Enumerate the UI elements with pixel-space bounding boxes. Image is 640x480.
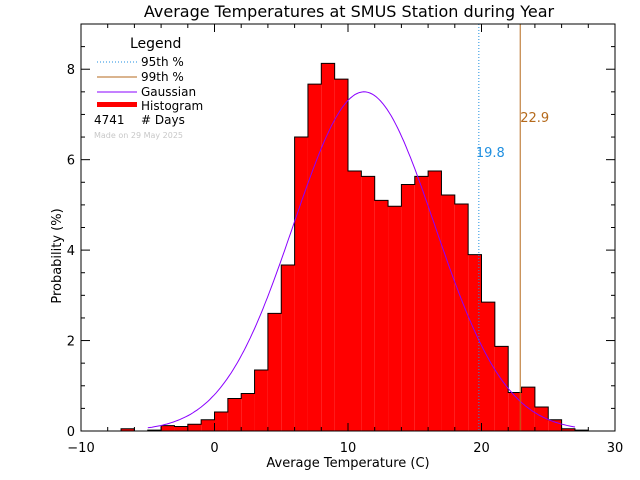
p95-label: 19.8 [476, 146, 505, 161]
histogram-bar-11 [267, 313, 282, 431]
histogram-bar-19 [374, 200, 389, 431]
y-tick-label: 8 [67, 63, 75, 78]
histogram-bar-22 [414, 176, 429, 431]
y-tick-label: 0 [67, 425, 75, 440]
histogram-bar-13 [294, 137, 308, 432]
legend-day-count: 4741 [94, 113, 125, 127]
histogram-bar-23 [428, 170, 442, 431]
legend-day-count-label: # Days [141, 113, 185, 127]
histogram-bar-4 [174, 426, 188, 431]
histogram-bar-8 [227, 398, 242, 431]
p99-label: 22.9 [520, 111, 549, 126]
histogram-bar-20 [388, 206, 402, 431]
legend-entry-histogram: Histogram [141, 99, 203, 113]
y-tick-label: 6 [67, 154, 75, 169]
histogram-bar-29 [508, 392, 522, 431]
made-on-note: Made on 29 May 2025 [94, 131, 183, 140]
histogram-bar-16 [334, 79, 348, 431]
x-tick-label: −10 [67, 441, 94, 456]
legend-entry-gaussian: Gaussian [141, 85, 196, 99]
histogram-bar-17 [348, 170, 362, 431]
histogram-bar-0 [121, 428, 135, 431]
bars-layer [120, 62, 589, 432]
x-tick-label: 10 [340, 441, 357, 456]
histogram-bar-27 [481, 302, 495, 431]
histogram-bar-32 [548, 419, 562, 431]
legend-entry-p95: 95th % [141, 55, 184, 69]
legend: Legend 95th % 99th % Gaussian Histogram … [94, 36, 203, 140]
histogram-bar-3 [161, 425, 175, 431]
histogram-bar-24 [441, 194, 455, 431]
histogram-bar-15 [321, 63, 335, 432]
gaussian-curve [147, 91, 576, 429]
histogram-bar-21 [401, 184, 415, 431]
x-tick-label: 0 [210, 441, 218, 456]
histogram-bar-25 [454, 203, 469, 431]
x-axis-label: Average Temperature (C) [266, 456, 429, 471]
histogram-bar-12 [281, 265, 295, 431]
legend-swatch-histogram [97, 102, 137, 107]
x-tick-label: 30 [607, 441, 624, 456]
histogram-bar-5 [187, 424, 202, 431]
histogram-bar-6 [201, 419, 215, 431]
y-tick-label: 2 [67, 335, 75, 350]
histogram-bar-18 [361, 176, 375, 431]
histogram-bar-26 [468, 254, 482, 431]
histogram-bar-9 [241, 393, 255, 431]
histogram-bar-14 [307, 84, 322, 431]
histogram-outline [120, 62, 589, 432]
legend-title: Legend [130, 36, 181, 52]
histogram-bar-31 [534, 407, 549, 431]
histogram-bar-10 [254, 369, 268, 431]
histogram-bar-7 [214, 412, 228, 431]
y-axis-label: Probability (%) [50, 208, 65, 303]
chart-title: Average Temperatures at SMUS Station dur… [144, 2, 555, 21]
histogram-bar-33 [561, 428, 575, 431]
legend-entry-p99: 99th % [141, 70, 184, 84]
y-tick-label: 4 [67, 244, 75, 259]
histogram-bar-30 [521, 387, 535, 431]
x-tick-label: 20 [473, 441, 490, 456]
histogram-bar-28 [494, 346, 509, 431]
